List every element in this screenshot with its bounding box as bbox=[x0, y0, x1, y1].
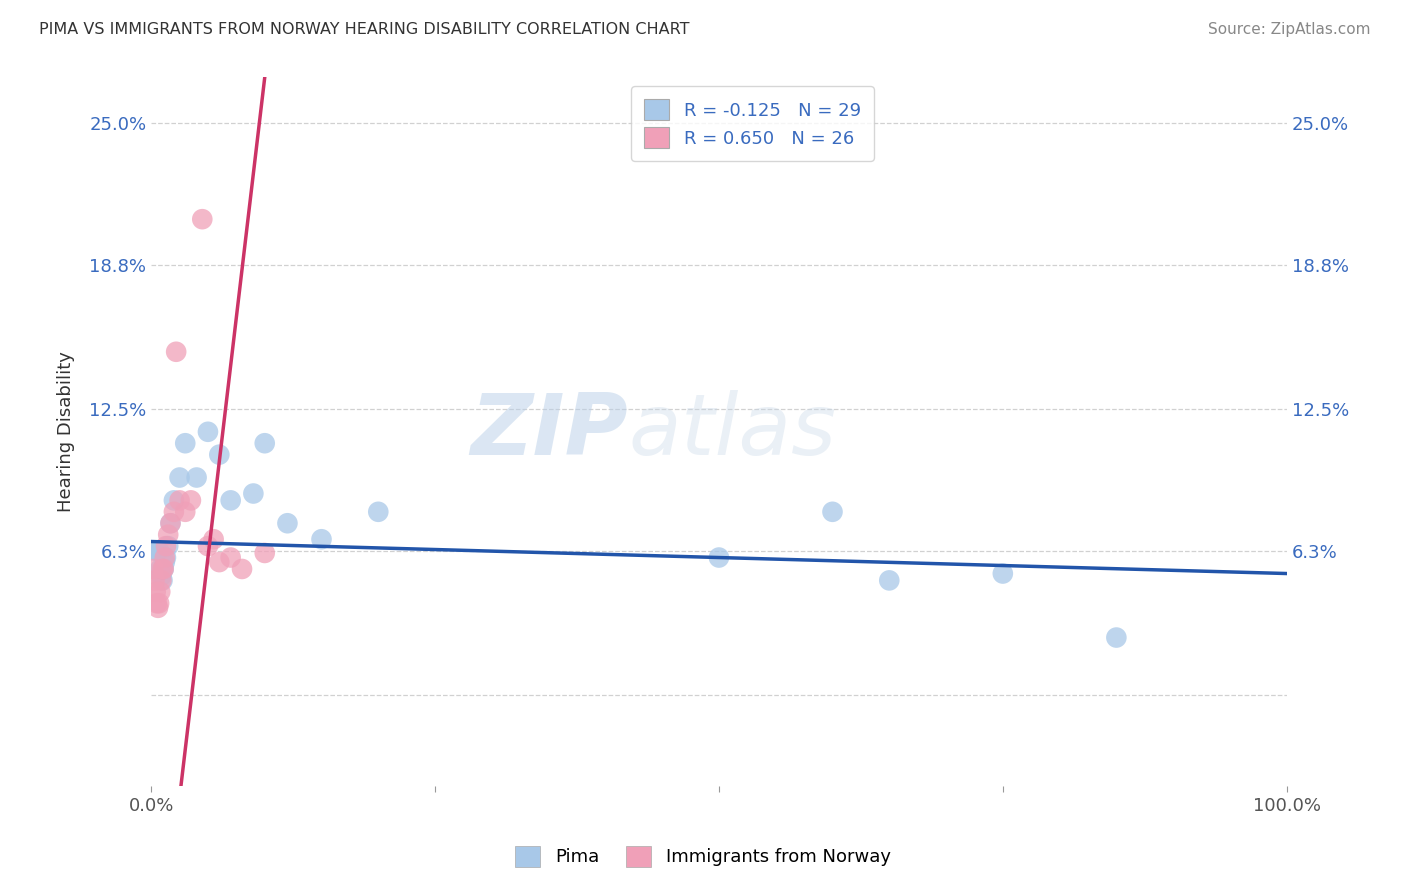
Point bbox=[165, 344, 187, 359]
Point bbox=[276, 516, 298, 531]
Legend: R = -0.125   N = 29, R = 0.650   N = 26: R = -0.125 N = 29, R = 0.650 N = 26 bbox=[631, 87, 873, 161]
Point bbox=[163, 493, 186, 508]
Point bbox=[186, 470, 208, 484]
Point bbox=[150, 569, 173, 583]
Point bbox=[148, 543, 170, 558]
Point bbox=[169, 493, 191, 508]
Point bbox=[143, 543, 166, 558]
Point bbox=[157, 539, 180, 553]
Point bbox=[150, 574, 173, 588]
Point bbox=[152, 562, 174, 576]
Y-axis label: Hearing Disability: Hearing Disability bbox=[58, 351, 75, 512]
Point bbox=[146, 600, 169, 615]
Point bbox=[153, 555, 176, 569]
Point bbox=[197, 539, 219, 553]
Point bbox=[159, 516, 181, 531]
Point bbox=[163, 505, 186, 519]
Point bbox=[242, 486, 264, 500]
Point bbox=[145, 584, 167, 599]
Point bbox=[191, 212, 214, 227]
Text: PIMA VS IMMIGRANTS FROM NORWAY HEARING DISABILITY CORRELATION CHART: PIMA VS IMMIGRANTS FROM NORWAY HEARING D… bbox=[39, 22, 690, 37]
Point bbox=[153, 550, 176, 565]
Text: ZIP: ZIP bbox=[471, 391, 628, 474]
Point bbox=[149, 584, 172, 599]
Text: Source: ZipAtlas.com: Source: ZipAtlas.com bbox=[1208, 22, 1371, 37]
Point bbox=[821, 505, 844, 519]
Point bbox=[991, 566, 1014, 581]
Point bbox=[146, 543, 169, 558]
Legend: Pima, Immigrants from Norway: Pima, Immigrants from Norway bbox=[508, 838, 898, 874]
Point bbox=[169, 470, 191, 484]
Point bbox=[180, 493, 202, 508]
Point bbox=[707, 550, 730, 565]
Point bbox=[152, 574, 174, 588]
Point bbox=[367, 505, 389, 519]
Point bbox=[155, 539, 177, 553]
Point bbox=[208, 448, 231, 462]
Text: atlas: atlas bbox=[628, 391, 837, 474]
Point bbox=[1105, 631, 1128, 645]
Point bbox=[146, 596, 169, 610]
Point bbox=[253, 546, 276, 560]
Point bbox=[142, 562, 165, 576]
Point bbox=[146, 543, 169, 558]
Point bbox=[208, 555, 231, 569]
Point bbox=[219, 493, 242, 508]
Point bbox=[143, 574, 166, 588]
Point bbox=[155, 550, 177, 565]
Point bbox=[253, 436, 276, 450]
Point bbox=[231, 562, 253, 576]
Point bbox=[219, 550, 242, 565]
Point bbox=[311, 533, 333, 547]
Point bbox=[877, 574, 900, 588]
Point bbox=[149, 562, 172, 576]
Point bbox=[152, 562, 174, 576]
Point bbox=[174, 505, 197, 519]
Point bbox=[174, 436, 197, 450]
Point bbox=[157, 527, 180, 541]
Point bbox=[202, 533, 225, 547]
Point bbox=[152, 562, 174, 576]
Point bbox=[197, 425, 219, 439]
Point bbox=[159, 516, 181, 531]
Point bbox=[148, 596, 170, 610]
